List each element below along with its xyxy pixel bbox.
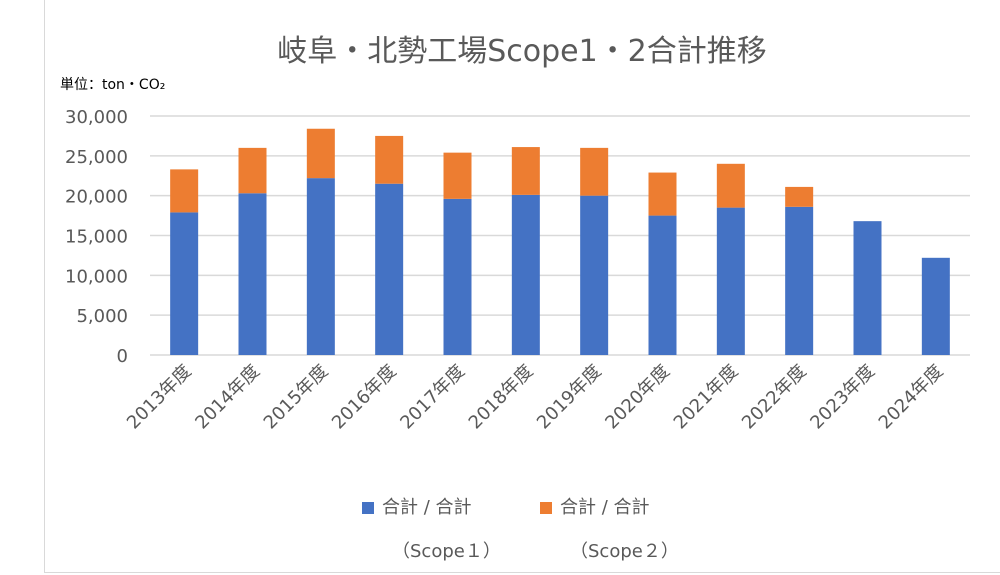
legend-swatch-scope2	[540, 502, 552, 514]
x-tick-label: 2019年度	[533, 361, 606, 434]
legend-label-scope1: 合計 / 合計	[382, 497, 472, 518]
bar-scope1	[511, 194, 540, 355]
bar-scope2	[580, 147, 609, 196]
bar-scope1	[580, 195, 609, 355]
bar-scope1	[238, 193, 267, 355]
legend-label-scope2: 合計 / 合計	[560, 497, 650, 518]
x-tick-label: 2023年度	[806, 361, 879, 434]
chart-title: 岐阜・北勢工場Scope1・2合計推移	[277, 34, 767, 69]
bar-scope1	[375, 183, 404, 355]
chart-frame	[44, 0, 1000, 573]
legend-swatch-scope1	[362, 502, 374, 514]
bar-scope2	[716, 163, 745, 208]
legend-item-scope1[interactable]: 合計 / 合計	[362, 493, 472, 519]
y-tick-label: 15,000	[65, 227, 128, 248]
x-tick-label: 2024年度	[875, 361, 948, 434]
x-tick-label: 2020年度	[601, 361, 674, 434]
x-tick-label: 2013年度	[123, 361, 196, 434]
x-tick-label: 2022年度	[738, 361, 811, 434]
bar-scope2	[306, 128, 335, 179]
bar-scope2	[238, 147, 267, 194]
bar-scope2	[785, 186, 814, 207]
bar-scope2	[375, 135, 404, 184]
y-tick-label: 5,000	[76, 306, 128, 327]
y-tick-label: 0	[117, 346, 128, 367]
bar-scope2	[511, 147, 540, 195]
x-tick-label: 2014年度	[191, 361, 264, 434]
x-tick-label: 2017年度	[396, 361, 469, 434]
bar-scope1	[785, 206, 814, 355]
legend-label-scope1-sub: （Scope１）	[392, 541, 501, 562]
bar-scope1	[921, 257, 950, 355]
y-tick-label: 30,000	[65, 107, 128, 128]
legend-item-scope2[interactable]: 合計 / 合計	[540, 493, 650, 519]
x-tick-label: 2015年度	[260, 361, 333, 434]
bar-scope1	[716, 207, 745, 355]
x-tick-label: 2016年度	[328, 361, 401, 434]
x-tick-label: 2018年度	[465, 361, 538, 434]
y-tick-label: 25,000	[65, 147, 128, 168]
y-tick-label: 10,000	[65, 266, 128, 287]
x-tick-label: 2021年度	[670, 361, 743, 434]
y-tick-label: 20,000	[65, 187, 128, 208]
bar-scope1	[443, 198, 472, 355]
y-axis-unit-label: 単位：ton・CO₂	[60, 77, 166, 93]
bar-scope1	[306, 178, 335, 355]
bar-scope2	[170, 169, 199, 213]
bar-scope1	[648, 215, 677, 355]
bar-scope2	[443, 152, 472, 199]
bar-scope1	[170, 212, 199, 355]
bar-scope1	[853, 221, 882, 355]
bar-scope2	[648, 172, 677, 216]
legend-label-scope2-sub: （Scope２）	[570, 541, 679, 562]
